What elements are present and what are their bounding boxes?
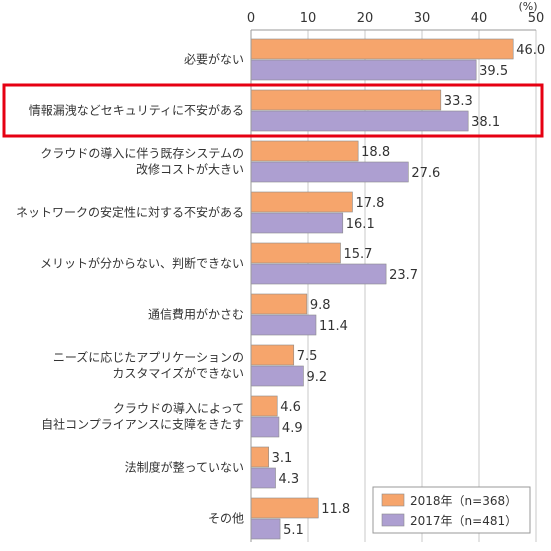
value-label: 23.7 (389, 268, 418, 283)
value-label: 33.3 (444, 94, 473, 109)
value-label: 46.0 (516, 43, 545, 58)
x-tick-label: 50 (528, 11, 545, 26)
category-label: その他 (208, 512, 244, 526)
value-label: 9.2 (306, 370, 327, 385)
bar (250, 212, 344, 234)
value-label: 5.1 (283, 523, 304, 538)
bar (250, 395, 278, 417)
bar (250, 89, 442, 111)
value-label: 4.3 (279, 472, 300, 487)
value-label: 38.1 (471, 115, 500, 130)
category-label: 必要がない (184, 52, 244, 67)
bar (250, 191, 353, 213)
bar (250, 416, 280, 438)
bar (250, 38, 514, 60)
x-tick-label: 10 (300, 11, 317, 26)
bar (250, 314, 317, 336)
value-label: 4.9 (282, 421, 303, 436)
label-layer: 46.0 39.5 必要がない 33.3 38.1 情報漏洩などセキュリティに不安がある 1… (16, 43, 545, 538)
value-label: 4.6 (280, 400, 301, 415)
value-label: 39.5 (479, 64, 508, 79)
bar (250, 242, 341, 264)
legend-swatch (381, 493, 405, 507)
x-tick-label: 30 (414, 11, 431, 26)
value-label: 15.7 (343, 247, 372, 262)
unit-label: (%) (518, 0, 537, 13)
bar (250, 365, 304, 387)
highlight-layer (2, 83, 544, 138)
legend-label: 2017年（n=481） (410, 514, 517, 528)
x-tick-label: 40 (471, 11, 488, 26)
bar-layer (250, 38, 514, 540)
x-tick-label: 0 (247, 11, 255, 26)
category-label: 改修コストが大きい (136, 162, 244, 177)
category-label: ニーズに応じたアプリケーションの (53, 350, 244, 365)
bar (250, 518, 281, 540)
bar (250, 497, 319, 519)
bar (250, 344, 295, 366)
value-label: 11.8 (321, 502, 350, 517)
bar (250, 59, 477, 81)
value-label: 16.1 (346, 217, 375, 232)
category-label: 情報漏洩などセキュリティに不安がある (29, 103, 244, 118)
bar (250, 293, 308, 315)
x-tick-label: 20 (357, 11, 374, 26)
bar (250, 161, 409, 183)
category-label: カスタマイズができない (112, 366, 244, 381)
value-label: 17.8 (355, 196, 384, 211)
bar (250, 263, 387, 285)
category-label: 法制度が整っていない (125, 460, 244, 475)
value-label: 3.1 (272, 451, 293, 466)
legend-label: 2018年（n=368） (410, 494, 517, 508)
axis-layer: 0 10 20 30 40 50(%) (247, 0, 544, 542)
category-label: クラウドの導入に伴う既存システムの (40, 147, 244, 161)
bar (250, 140, 359, 162)
category-label: 通信費用がかさむ (148, 307, 244, 322)
category-label: ネットワークの安定性に対する不安がある (16, 205, 244, 220)
bar (250, 110, 469, 132)
category-label: クラウドの導入によって (113, 402, 244, 416)
bar (250, 467, 276, 489)
value-label: 7.5 (297, 349, 318, 364)
value-label: 11.4 (319, 319, 348, 334)
value-label: 18.8 (361, 145, 390, 160)
category-label: 自社コンプライアンスに支障をきたす (41, 417, 244, 432)
bar (250, 446, 269, 468)
highlight-frame (2, 83, 544, 138)
value-label: 9.8 (310, 298, 331, 313)
category-label: メリットが分からない、判断できない (40, 256, 244, 271)
legend: 2018年（n=368） 2017年（n=481） (372, 486, 531, 534)
value-label: 27.6 (411, 166, 440, 181)
legend-swatch (381, 513, 405, 527)
